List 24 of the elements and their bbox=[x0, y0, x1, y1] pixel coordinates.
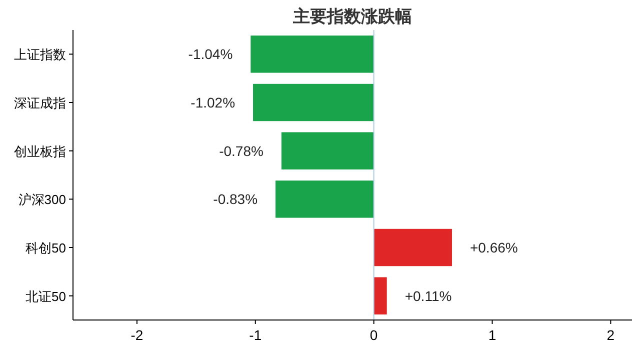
x-tick-label: 1 bbox=[488, 327, 496, 343]
x-tick-label: -2 bbox=[130, 327, 144, 343]
y-tick-label: 上证指数 bbox=[14, 47, 66, 62]
data-label: -1.04% bbox=[188, 46, 233, 62]
bar bbox=[253, 84, 374, 122]
bar bbox=[374, 228, 452, 266]
y-tick-label: 创业板指 bbox=[14, 144, 66, 159]
y-tick-label: 科创50 bbox=[26, 240, 66, 256]
y-tick-label: 深证成指 bbox=[14, 96, 66, 110]
x-tick-label: 0 bbox=[370, 327, 378, 343]
y-tick-label: 北证50 bbox=[26, 288, 66, 304]
x-tick-label: -1 bbox=[249, 327, 262, 343]
data-label: -0.83% bbox=[213, 191, 258, 208]
data-label: -0.78% bbox=[219, 142, 264, 159]
data-label: -1.02% bbox=[190, 94, 236, 110]
chart-title: 主要指数涨跌幅 bbox=[292, 7, 412, 26]
x-tick-label: 2 bbox=[606, 327, 615, 343]
data-label: +0.11% bbox=[404, 288, 452, 304]
y-tick-label: 沪深300 bbox=[18, 192, 66, 208]
data-label: +0.66% bbox=[470, 240, 518, 256]
bar bbox=[374, 277, 387, 314]
bar bbox=[281, 132, 374, 170]
bar bbox=[276, 180, 374, 218]
bar bbox=[250, 36, 374, 73]
